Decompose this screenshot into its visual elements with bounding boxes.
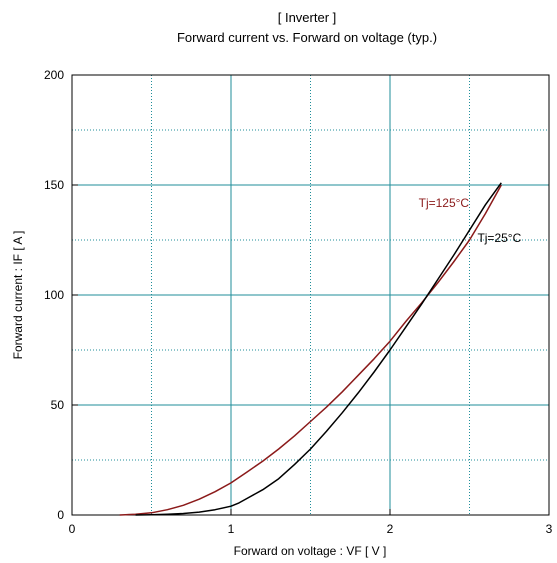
chart-subtitle: Forward current vs. Forward on voltage (…	[177, 30, 437, 45]
y-axis: 0 50 100 150 200	[44, 68, 78, 522]
x-tick-label: 0	[69, 522, 76, 536]
series-labels: Tj=125°C Tj=25°C	[419, 196, 522, 245]
x-axis: 0 1 2 3	[69, 509, 553, 536]
series-group	[119, 182, 502, 516]
x-tick-label: 3	[546, 522, 553, 536]
y-tick-label: 50	[51, 398, 65, 412]
series-line-1	[135, 182, 502, 516]
y-tick-label: 0	[57, 508, 64, 522]
y-tick-label: 200	[44, 68, 64, 82]
x-tick-label: 1	[228, 522, 235, 536]
x-axis-label: Forward on voltage : VF [ V ]	[234, 544, 387, 558]
y-tick-label: 100	[44, 288, 64, 302]
series-label-1: Tj=25°C	[477, 231, 521, 245]
grid	[72, 75, 549, 515]
x-tick-label: 2	[387, 522, 394, 536]
chart-title: [ Inverter ]	[278, 10, 337, 25]
y-axis-label: Forward current : IF [ A ]	[11, 231, 25, 360]
y-tick-label: 150	[44, 178, 64, 192]
series-line-0	[119, 184, 502, 516]
series-label-0: Tj=125°C	[419, 196, 470, 210]
